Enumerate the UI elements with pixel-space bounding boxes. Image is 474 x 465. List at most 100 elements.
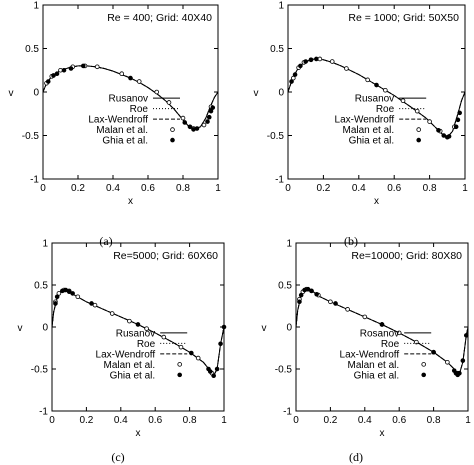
- legend-label: Lax-Wendroff: [335, 115, 395, 126]
- data-point: [161, 334, 167, 340]
- data-point: [427, 119, 432, 124]
- data-point: [289, 79, 294, 84]
- data-point: [453, 124, 459, 130]
- data-point: [455, 117, 461, 123]
- legend-swatch: [416, 137, 422, 143]
- data-point: [166, 100, 172, 105]
- data-point: [109, 311, 115, 316]
- x-tick-label: 0.6: [141, 183, 155, 194]
- data-point: [144, 326, 149, 331]
- data-point: [221, 324, 227, 330]
- legend-swatch: [416, 127, 422, 132]
- data-point: [298, 292, 304, 298]
- legend-label: Rusanov: [109, 94, 148, 105]
- x-axis-label: x: [380, 428, 385, 439]
- data-point: [333, 301, 338, 306]
- chart-title: Re = 400; Grid: 40X40: [107, 12, 212, 24]
- y-tick-label: 0: [286, 323, 292, 334]
- y-tick-label: 0.5: [270, 44, 284, 55]
- x-tick-label: 0: [49, 415, 55, 426]
- x-tick-label: 0: [285, 183, 291, 194]
- y-axis-label: v: [254, 88, 259, 99]
- legend-label: Ghia et al.: [354, 370, 400, 381]
- data-point: [207, 369, 213, 374]
- data-point: [396, 330, 402, 336]
- data-point: [135, 322, 141, 327]
- x-tick-label: 0.4: [358, 415, 372, 426]
- data-point: [362, 314, 368, 320]
- x-tick-label: 0.8: [427, 415, 441, 426]
- data-point: [329, 59, 335, 64]
- data-point: [211, 373, 216, 379]
- y-tick-label: 1: [42, 239, 48, 250]
- legend-label: Malan et al.: [347, 360, 399, 371]
- x-tick-label: 0.8: [423, 183, 437, 194]
- y-tick-label: 0: [278, 88, 284, 99]
- data-point: [210, 105, 216, 110]
- panel-label: (a): [99, 234, 112, 248]
- data-point: [365, 77, 370, 83]
- data-point: [180, 115, 186, 121]
- data-point: [119, 71, 125, 77]
- x-axis-label: x: [128, 196, 133, 207]
- x-tick-label: 1: [215, 183, 221, 194]
- data-point: [379, 322, 385, 327]
- data-point: [75, 294, 81, 300]
- data-point: [436, 127, 441, 133]
- y-tick-label: 0.5: [25, 44, 39, 55]
- panel-label: (b): [344, 234, 358, 248]
- data-point: [80, 63, 86, 69]
- data-point: [457, 370, 462, 376]
- data-point: [414, 339, 419, 345]
- chart-panel: 0 0.2 0.4 0.6 0.8 1 1 0.5 0 -0.5 -1 x v Re = 400; Gri…: [9, 1, 222, 249]
- data-point: [328, 299, 333, 305]
- chart-panel: 0 0.2 0.4 0.6 0.8 1 1 0.5 0 -0.5 -1 x v Re=10000; Gri…: [262, 239, 472, 465]
- data-point: [128, 75, 133, 81]
- y-tick-label: 1: [33, 1, 39, 12]
- x-axis-label: x: [374, 196, 379, 207]
- data-point: [344, 66, 349, 71]
- y-tick-label: 1: [286, 239, 292, 250]
- y-axis-label: v: [262, 323, 267, 334]
- data-point: [94, 64, 100, 70]
- data-point: [291, 75, 296, 81]
- data-point: [218, 341, 223, 347]
- legend-label: Ghia et al.: [102, 136, 148, 147]
- data-point: [292, 72, 298, 77]
- y-axis-label: v: [9, 88, 14, 99]
- data-point: [463, 333, 469, 338]
- y-tick-label: 0: [33, 88, 39, 99]
- data-point: [314, 56, 319, 62]
- x-tick-label: 0.8: [183, 415, 197, 426]
- data-point: [431, 349, 436, 355]
- chart-panel: 0 0.2 0.4 0.6 0.8 1 1 0.5 0 -0.5 -1 x v Re=5000; Grid…: [18, 239, 228, 465]
- data-point: [182, 120, 188, 125]
- data-point: [446, 134, 452, 139]
- y-tick-label: 0.5: [34, 281, 48, 292]
- x-tick-label: 0.2: [71, 183, 85, 194]
- x-tick-label: 0.4: [352, 183, 366, 194]
- y-tick-label: -1: [39, 407, 48, 418]
- x-tick-label: 1: [465, 415, 471, 426]
- data-point: [414, 108, 420, 114]
- chart-panel: 0 0.2 0.4 0.6 0.8 1 1 0.5 0 -0.5 -1 x v Re = 1000; Gr…: [254, 1, 469, 249]
- plot-frame: [51, 242, 225, 412]
- legend-swatch: [177, 372, 183, 378]
- x-tick-label: 0: [40, 183, 46, 194]
- x-axis-label: x: [136, 428, 141, 439]
- data-point: [214, 366, 220, 372]
- data-point: [441, 133, 447, 138]
- data-point: [154, 89, 160, 95]
- data-point: [445, 359, 450, 365]
- legend-swatch: [177, 362, 183, 367]
- x-tick-label: 0.8: [176, 183, 190, 194]
- legend-label: Lax-Wendroff: [340, 349, 400, 360]
- plot-frame: [287, 4, 466, 180]
- legend-label: Roe: [130, 104, 149, 115]
- data-point: [178, 344, 184, 350]
- data-point: [51, 73, 56, 78]
- legend-label: Malan et al.: [342, 125, 394, 136]
